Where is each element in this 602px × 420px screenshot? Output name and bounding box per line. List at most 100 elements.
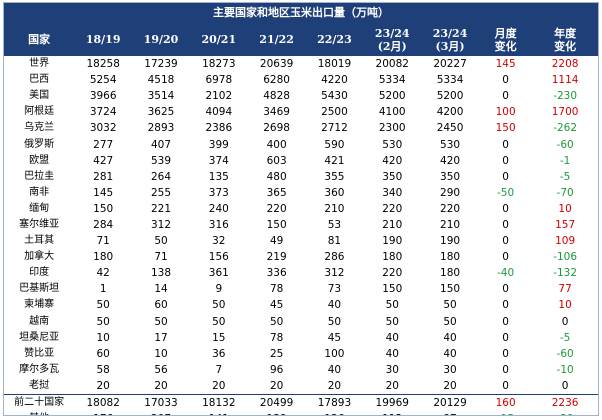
value-cell: 18273 [202,58,236,71]
table-row: 巴拉圭 281 264 135 480 355 350 350 0 -5 [4,169,598,185]
value-cell: 180 [440,251,461,264]
value-cell: 210 [440,218,461,231]
value-cell: 4828 [263,90,290,103]
value-cell: 374 [208,154,229,167]
value-cell: 17 [154,331,168,344]
value-cell: 40 [327,299,342,312]
value-cell: 207 [132,411,190,415]
value-cell: 112 [363,411,422,415]
table-row: 柬埔寨 50 60 50 45 40 50 50 0 10 [4,297,598,313]
yearly-change-cell: 157 [555,218,576,231]
value-cell: 145 [93,186,114,199]
country-cell: 坦桑尼亚 [19,331,60,343]
monthly-change-cell: 0 [502,235,509,248]
value-cell: 40 [385,331,399,344]
column-header: 21/22 [247,23,306,56]
table-row: 越南 50 50 50 50 50 50 50 0 0 [4,314,598,330]
value-cell: 36 [212,347,226,360]
value-cell: 18132 [189,393,248,412]
monthly-change-cell: -40 [497,267,515,280]
value-cell: 2893 [147,122,175,135]
value-cell: 18082 [74,393,133,412]
value-cell: 20 [385,379,399,392]
value-cell: 312 [324,267,345,280]
yearly-change-cell: -1 [559,154,571,167]
value-cell: 150 [382,283,403,296]
column-header: 20/21 [189,23,248,56]
value-cell: 286 [324,251,345,264]
value-cell: 221 [150,202,172,215]
monthly-change-cell: 0 [502,315,509,328]
value-cell: 50 [385,315,399,328]
country-cell: 印度 [29,267,50,279]
value-cell: 30 [385,363,399,376]
yearly-change-cell: 10 [558,299,572,312]
table-row: 缅甸 150 221 240 220 210 220 220 0 10 [4,201,598,217]
monthly-change-cell: 0 [502,138,509,151]
country-cell: 缅甸 [29,202,50,214]
value-cell: 5200 [378,90,406,103]
value-cell: 264 [150,170,172,183]
yearly-change-cell: -262 [553,122,578,135]
table-row: 美国 3966 3514 2102 4828 5430 5200 5200 0 -230 [4,88,598,104]
monthly-change-cell: 0 [502,154,509,167]
column-header: 国家 [4,23,75,56]
value-cell: 9 [215,283,223,296]
value-cell: 5200 [436,90,464,103]
value-cell: 603 [266,154,287,167]
yearly-change-cell: -10 [556,363,574,376]
monthly-change-cell: 0 [502,74,509,87]
value-cell: 18019 [317,58,352,71]
value-cell: 5334 [378,74,406,87]
monthly-change-cell: 0 [502,347,509,360]
value-cell: 50 [96,299,110,312]
value-cell: 138 [150,267,172,280]
table-row: 巴基斯坦 1 14 9 78 73 150 150 0 77 [4,281,598,297]
corn-export-table: 国家 18/19 19/20 20/21 21/22 22/23 23/24 (2月) 23/2… [4,23,598,415]
value-cell: 373 [208,186,229,199]
country-cell: 俄罗斯 [24,138,55,150]
value-cell: 150 [93,202,114,215]
value-cell: 30 [443,363,457,376]
value-cell: 3724 [89,106,117,119]
value-cell: 20 [443,379,457,392]
value-cell: 3032 [89,122,117,135]
value-cell: 71 [96,235,110,248]
value-cell: 420 [382,154,403,167]
table-row: 前二十国家 18082 17033 18132 20499 17893 19969 20129… [4,393,598,412]
value-cell: 399 [208,138,229,151]
table-row: 南非 145 255 373 365 360 340 290 -50 -70 [4,185,598,201]
yearly-change-cell: -106 [553,251,578,264]
value-cell: 50 [443,299,457,312]
value-cell: 156 [208,251,229,264]
table-row: 巴西 5254 4518 6978 6280 4220 5334 5334 0 1114 [4,72,598,88]
monthly-change-cell: 0 [502,170,509,183]
country-cell: 土耳其 [24,235,55,247]
country-cell: 越南 [29,315,50,327]
value-cell: 530 [382,138,403,151]
value-cell: 530 [440,138,461,151]
value-cell: 4518 [147,74,175,87]
value-cell: 3469 [263,106,290,119]
value-cell: 539 [150,154,172,167]
value-cell: 180 [93,251,114,264]
table-row: 印度 42 138 361 336 312 220 180 -40 -132 [4,265,598,281]
value-cell: 5334 [436,74,464,87]
export-table-panel: 主要国家和地区玉米出口量（万吨） 国家 18/19 19/20 20/21 21/22 2… [3,2,599,416]
yearly-change-cell: 2208 [551,58,579,71]
country-cell: 赞比亚 [24,347,55,359]
value-cell: 50 [269,315,284,328]
value-cell: 220 [266,202,287,215]
value-cell: 365 [266,186,287,199]
country-cell: 南非 [29,186,50,198]
value-cell: 336 [266,267,287,280]
country-cell: 阿根廷 [24,106,55,118]
value-cell: 60 [154,299,168,312]
table-row: 欧盟 427 539 374 603 421 420 420 0 -1 [4,153,598,169]
value-cell: 4094 [205,106,233,119]
country-cell: 加拿大 [24,251,55,263]
value-cell: 421 [324,154,345,167]
monthly-change-cell: 0 [502,299,509,312]
value-cell: 355 [324,170,345,183]
monthly-change-cell: 160 [478,393,533,412]
